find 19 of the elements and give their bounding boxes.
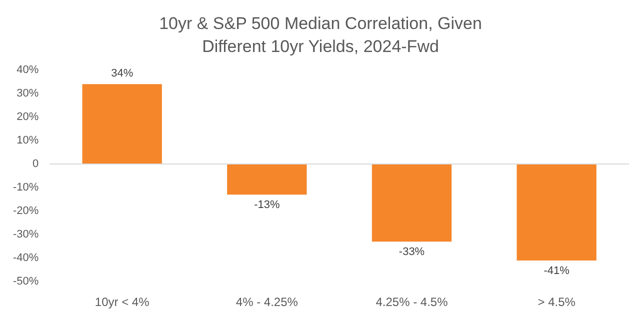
y-tick-label: -20% (12, 205, 39, 218)
y-tick-label: 40% (16, 64, 39, 76)
y-tick-label: -50% (12, 276, 39, 288)
chart-title: 10yr & S&P 500 Median Correlation, Given Different 10yr Yields, 2024-Fwd (158, 13, 483, 58)
x-tick-label: > 4.5% (538, 295, 576, 310)
data-label: -33% (398, 246, 425, 258)
x-tick-label: 4.25% - 4.5% (376, 295, 448, 310)
data-label: -13% (254, 199, 280, 212)
data-label: 34% (111, 68, 134, 80)
y-tick-label: 0 (32, 158, 39, 170)
y-tick-label: 30% (16, 88, 39, 100)
x-tick-label: 4% - 4.25% (236, 295, 298, 310)
y-tick-label: -10% (12, 182, 39, 194)
x-tick-label: 10yr < 4% (94, 295, 150, 310)
y-tick-label: 20% (16, 111, 39, 124)
y-tick-label: 10% (16, 134, 39, 147)
y-tick-label: -30% (12, 228, 39, 241)
data-label: -41% (544, 264, 570, 277)
y-tick-label: -40% (12, 252, 39, 264)
